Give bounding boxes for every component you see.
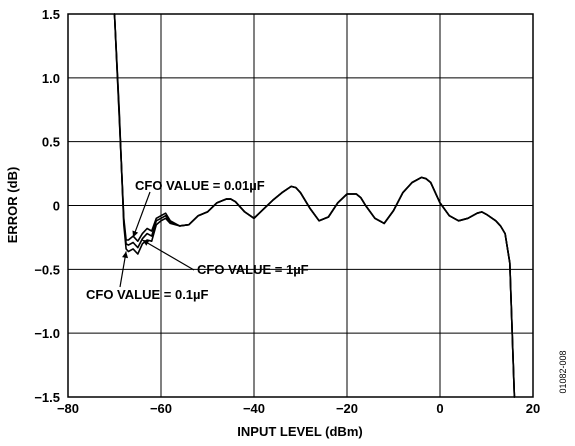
x-tick-label: −80 xyxy=(57,401,79,416)
x-tick-label: −40 xyxy=(243,401,265,416)
x-tick-labels: −80 −60 −40 −20 0 20 xyxy=(57,401,540,416)
y-tick-label: 0 xyxy=(53,199,60,214)
annotation-cfo-001: CFO VALUE = 0.01µF xyxy=(135,178,265,193)
x-tick-label: −60 xyxy=(150,401,172,416)
y-tick-label: −1.0 xyxy=(34,326,60,341)
y-axis-label: ERROR (dB) xyxy=(5,167,20,244)
x-tick-label: 20 xyxy=(526,401,540,416)
y-tick-labels: −1.5 −1.0 −0.5 0 0.5 1.0 1.5 xyxy=(34,7,60,405)
annotation-cfo-01: CFO VALUE = 0.1µF xyxy=(86,287,209,302)
annotation-arrowhead xyxy=(142,239,150,246)
annotation-arrow xyxy=(132,191,151,238)
x-tick-label: −20 xyxy=(336,401,358,416)
series-line-3 xyxy=(113,13,516,398)
annotation-arrows xyxy=(119,191,195,288)
figure-id: 01082-008 xyxy=(558,350,568,393)
annotation-arrow xyxy=(142,239,195,271)
series-group xyxy=(113,13,516,398)
x-axis-label: INPUT LEVEL (dBm) xyxy=(237,424,362,439)
plot-frame xyxy=(67,13,534,398)
y-tick-label: 1.0 xyxy=(42,71,60,86)
grid xyxy=(67,13,534,398)
y-tick-label: −0.5 xyxy=(34,262,60,277)
annotation-cfo-1: CFO VALUE = 1µF xyxy=(197,262,309,277)
y-tick-label: 1.5 xyxy=(42,7,60,22)
x-tick-label: 0 xyxy=(436,401,443,416)
annotation-arrowhead xyxy=(122,251,129,259)
y-tick-label: −1.5 xyxy=(34,390,60,405)
annotation-arrowhead xyxy=(132,230,139,238)
y-tick-label: 0.5 xyxy=(42,135,60,150)
